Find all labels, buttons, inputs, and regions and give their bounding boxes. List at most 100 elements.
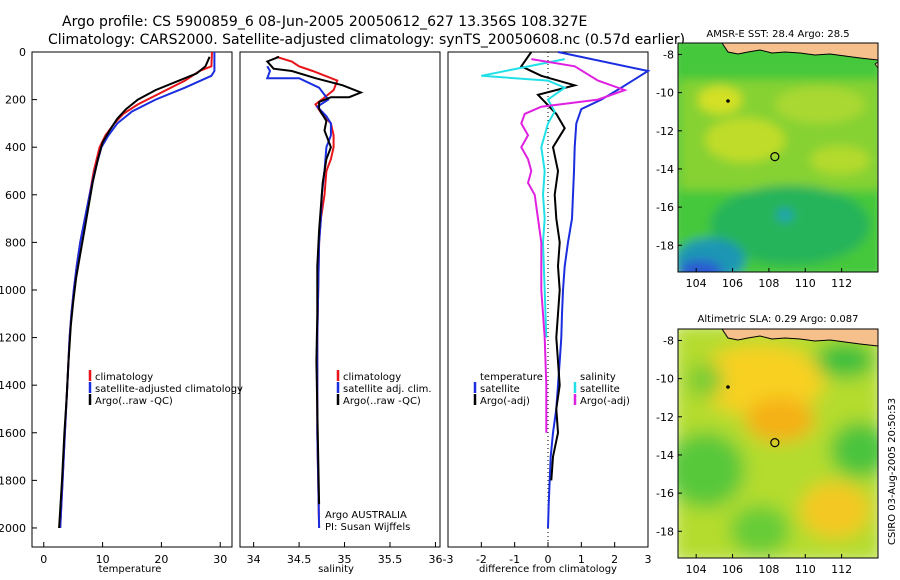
x-tick-label: 3: [645, 553, 652, 566]
profile-line: [520, 58, 628, 433]
legend-label: Argo(..raw -QC): [343, 396, 421, 407]
y-tick-label: 1400: [0, 379, 26, 392]
map-x-tick-label: 108: [758, 563, 779, 576]
difference-panel: -3 -2 -1 0 1 2 3 temperature salinitysatelliteA…: [443, 51, 652, 575]
sla-map-ticks: 104 106 108 110 112 -8 -10 -12 -14 -16 -18: [656, 334, 852, 576]
sst-map-title: AMSR-E SST: 28.4 Argo: 28.5: [706, 29, 849, 40]
sst-map-frame: [677, 42, 879, 273]
map-y-tick-label: -8: [663, 48, 674, 61]
legend-heading: salinity: [580, 372, 616, 383]
salinity-xlabel: salinity: [318, 564, 354, 575]
y-tick-label: 600: [5, 189, 26, 202]
profile-line: [481, 58, 567, 338]
x-tick-label: 34: [247, 553, 261, 566]
map-y-tick-label: -16: [656, 201, 674, 214]
legend-label: climatology: [343, 372, 401, 383]
x-tick-label: -2: [476, 553, 487, 566]
y-tick-label: 800: [5, 236, 26, 249]
sst-warm-patch-b: [775, 87, 865, 123]
map-x-tick-label: 106: [722, 277, 743, 290]
difference-ticks: -3 -2 -1 0 1 2 3: [443, 542, 652, 566]
x-tick-label: 35: [338, 553, 352, 566]
map-y-tick-label: -14: [656, 449, 674, 462]
map-x-tick-label: 110: [795, 277, 816, 290]
map-y-tick-label: -10: [656, 87, 674, 100]
map-x-tick-label: 104: [686, 563, 707, 576]
sla-java-coast: [721, 329, 878, 347]
legend-label: Argo(-adj): [480, 396, 530, 407]
temperature-frame: [31, 51, 233, 548]
sst-cool-patch-a: [710, 185, 870, 265]
map-x-tick-label: 112: [831, 563, 852, 576]
sla-low-patch-c: [730, 505, 790, 555]
sst-cool-patch-b: [678, 238, 745, 272]
map-x-tick-label: 104: [686, 277, 707, 290]
temperature-ticks: 0 10 20 30 0 200 400 600 800 1000 1200 1400 1600 1800…: [0, 46, 227, 566]
x-tick-label: 30: [213, 553, 227, 566]
salinity-frame: [239, 51, 441, 548]
temperature-panel: 0 10 20 30 0 200 400 600 800 1000 1200 1400 1600 1800…: [0, 46, 243, 575]
legend-label: satellite-adjusted climatology: [95, 384, 243, 395]
profile-line: [265, 55, 364, 505]
sla-low-patch-b: [830, 422, 878, 478]
header-line-2: Climatology: CARS2000. Satellite-adjuste…: [48, 32, 685, 48]
sla-map-title: Altimetric SLA: 0.29 Argo: 0.087: [698, 314, 859, 325]
profile-line: [59, 51, 213, 529]
y-tick-label: 400: [5, 141, 26, 154]
x-tick-label: 10: [96, 553, 110, 566]
map-y-tick-label: -12: [656, 125, 674, 138]
sla-high-patch-c: [800, 482, 870, 538]
sst-cool-patch-c: [678, 260, 722, 272]
sla-low-patch-e: [815, 342, 875, 378]
profile-line: [547, 51, 651, 529]
sla-map-frame: [677, 328, 879, 559]
sst-island: [874, 61, 878, 69]
difference-legend: temperature salinitysatelliteArgo(-adj)sa…: [473, 372, 630, 407]
map-x-tick-label: 110: [795, 563, 816, 576]
x-tick-label: 35.5: [378, 553, 403, 566]
legend-label: climatology: [95, 372, 153, 383]
legend-label: Argo(-adj): [580, 396, 630, 407]
sst-cool-patch-d: [777, 209, 793, 221]
x-tick-label: 2: [611, 553, 618, 566]
header-line-1: Argo profile: CS 5900859_6 08-Jun-2005 2…: [62, 14, 587, 30]
x-tick-label: 0: [545, 553, 552, 566]
legend-label: satellite: [480, 384, 520, 395]
sla-map-field: [678, 329, 878, 558]
sst-warm-patch-d: [810, 146, 870, 174]
sla-christmas-island: [726, 385, 730, 389]
profile-line: [265, 65, 332, 529]
legend-heading: temperature: [480, 372, 543, 383]
sla-high-patch-b: [745, 398, 815, 442]
y-tick-label: 2000: [0, 522, 26, 535]
y-tick-label: 1000: [0, 284, 26, 297]
sst-christmas-island: [726, 99, 730, 103]
timestamp-stamp: CSIRO 03-Aug-2005 20:50:53: [887, 398, 898, 545]
profile-line: [59, 52, 216, 529]
map-x-tick-label: 106: [722, 563, 743, 576]
sla-map-panel: Altimetric SLA: 0.29 Argo: 0.087 104 106 1…: [656, 314, 879, 576]
map-y-tick-label: -14: [656, 163, 674, 176]
x-tick-label: 1: [578, 553, 585, 566]
profile-line: [58, 56, 211, 529]
sst-argo-float-marker: [770, 152, 780, 162]
map-x-tick-label: 112: [831, 277, 852, 290]
sst-java-coast: [721, 43, 878, 61]
sst-map-field: [678, 43, 878, 272]
map-x-tick-label: 108: [758, 277, 779, 290]
temperature-profiles: [58, 51, 216, 529]
salinity-profiles: [265, 55, 364, 529]
y-tick-label: 1200: [0, 332, 26, 345]
y-tick-label: 1600: [0, 427, 26, 440]
sla-low-patch-a: [678, 432, 745, 508]
sla-low-patch-d: [687, 362, 723, 398]
sla-high-patch-a: [695, 345, 825, 415]
x-tick-label: 34.5: [287, 553, 312, 566]
y-tick-label: 1800: [0, 474, 26, 487]
sst-map-panel: AMSR-E SST: 28.4 Argo: 28.5 104 106 108 110…: [656, 29, 879, 290]
map-y-tick-label: -10: [656, 373, 674, 386]
